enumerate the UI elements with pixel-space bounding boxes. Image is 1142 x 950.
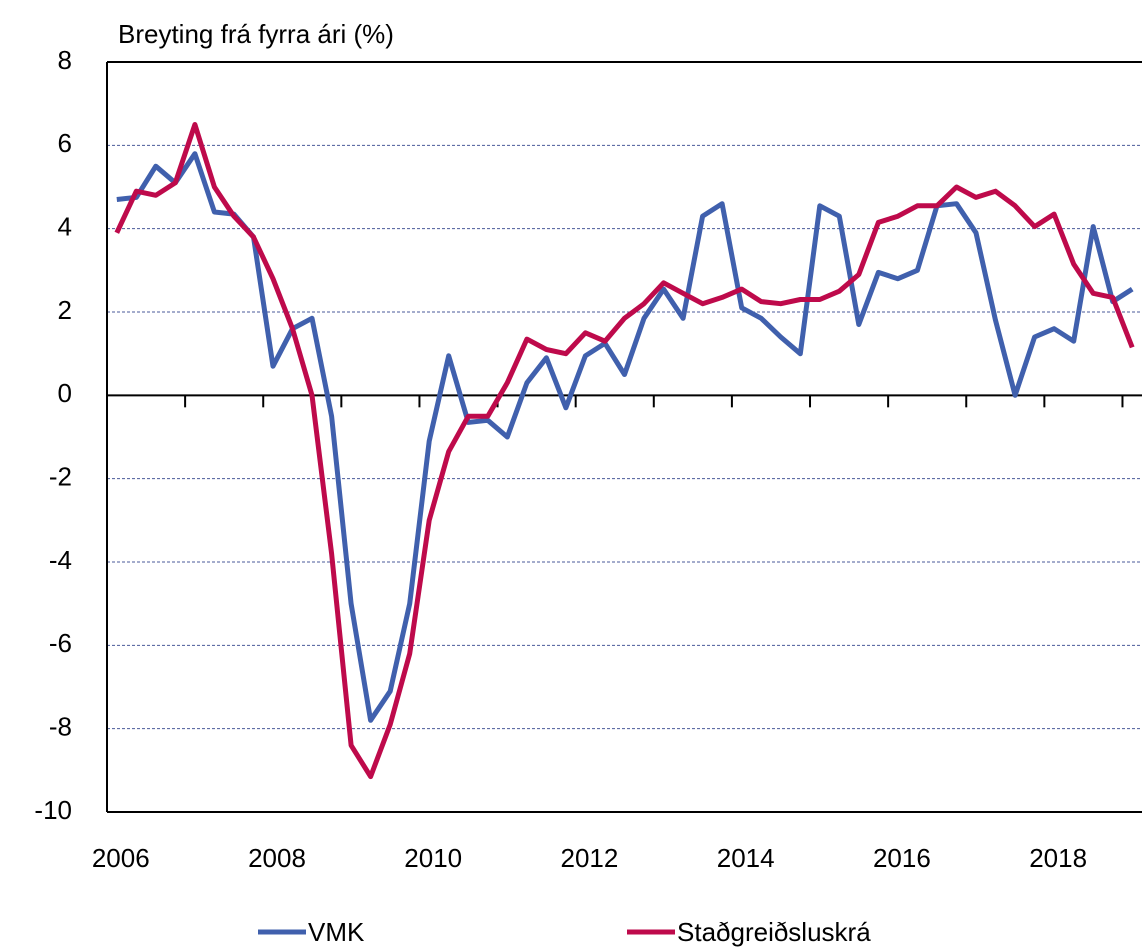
- legend-label: Staðgreiðsluskrá: [677, 917, 871, 947]
- x-tick-label: 2006: [92, 843, 150, 873]
- y-tick-label: 8: [58, 45, 72, 75]
- x-tick-label: 2008: [248, 843, 306, 873]
- y-tick-label: 4: [58, 212, 72, 242]
- y-tick-label: -6: [49, 628, 72, 658]
- y-tick-label: -8: [49, 712, 72, 742]
- x-tick-label: 2016: [873, 843, 931, 873]
- y-tick-label: 0: [58, 378, 72, 408]
- x-tick-label: 2018: [1029, 843, 1087, 873]
- y-tick-label: 6: [58, 128, 72, 158]
- y-tick-label: 2: [58, 295, 72, 325]
- legend-label: VMK: [308, 917, 365, 947]
- series-line: [114, 122, 1135, 780]
- x-tick-label: 2014: [717, 843, 775, 873]
- y-tick-label: -2: [49, 462, 72, 492]
- series-line: [116, 151, 1134, 723]
- x-tick-label: 2012: [561, 843, 619, 873]
- chart-title: Breyting frá fyrra ári (%): [118, 19, 394, 49]
- x-tick-label: 2010: [404, 843, 462, 873]
- y-tick-label: -10: [34, 795, 72, 825]
- y-tick-label: -4: [49, 545, 72, 575]
